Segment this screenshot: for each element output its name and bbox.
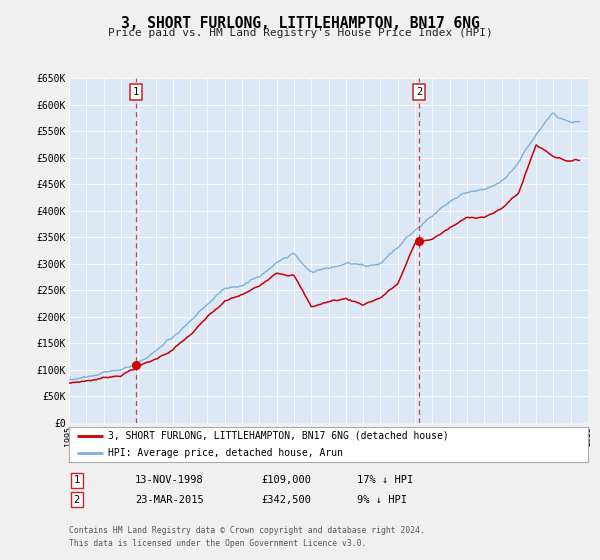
Point xyxy=(414,237,424,246)
Text: HPI: Average price, detached house, Arun: HPI: Average price, detached house, Arun xyxy=(108,448,343,458)
Text: 1: 1 xyxy=(133,87,139,97)
Text: £109,000: £109,000 xyxy=(261,475,311,486)
Text: 23-MAR-2015: 23-MAR-2015 xyxy=(135,494,204,505)
Point xyxy=(131,361,141,370)
Text: 3, SHORT FURLONG, LITTLEHAMPTON, BN17 6NG: 3, SHORT FURLONG, LITTLEHAMPTON, BN17 6N… xyxy=(121,16,479,31)
Text: 9% ↓ HPI: 9% ↓ HPI xyxy=(357,494,407,505)
Text: £342,500: £342,500 xyxy=(261,494,311,505)
Text: 3, SHORT FURLONG, LITTLEHAMPTON, BN17 6NG (detached house): 3, SHORT FURLONG, LITTLEHAMPTON, BN17 6N… xyxy=(108,431,449,441)
Text: Contains HM Land Registry data © Crown copyright and database right 2024.: Contains HM Land Registry data © Crown c… xyxy=(69,526,425,535)
Text: 1: 1 xyxy=(74,475,80,486)
Text: Price paid vs. HM Land Registry's House Price Index (HPI): Price paid vs. HM Land Registry's House … xyxy=(107,28,493,38)
Text: 13-NOV-1998: 13-NOV-1998 xyxy=(135,475,204,486)
Text: This data is licensed under the Open Government Licence v3.0.: This data is licensed under the Open Gov… xyxy=(69,539,367,548)
Text: 2: 2 xyxy=(416,87,422,97)
Text: 17% ↓ HPI: 17% ↓ HPI xyxy=(357,475,413,486)
Text: 2: 2 xyxy=(74,494,80,505)
